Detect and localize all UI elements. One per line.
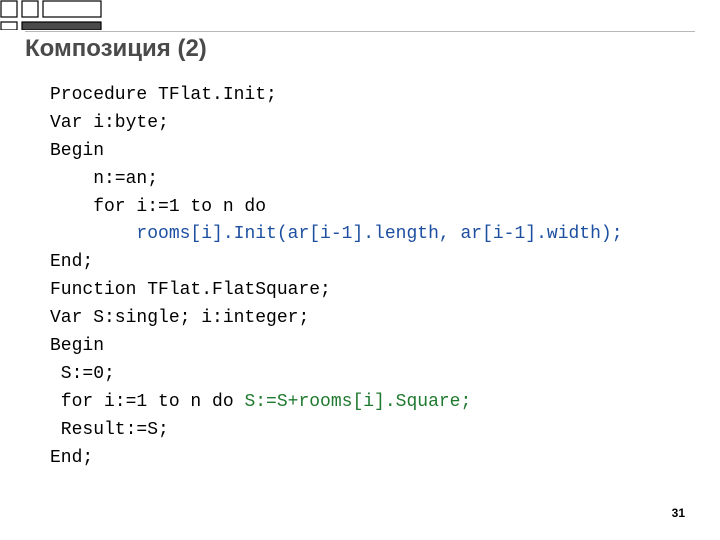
code-line: Var i:byte; [50,113,169,133]
code-line: S:=0; [50,364,115,384]
code-block: Procedure TFlat.Init; Var i:byte; Begin … [50,82,690,472]
code-line: End; [50,448,93,468]
code-line: Result:=S; [50,420,169,440]
code-line-highlight: S:=S+rooms[i].Square; [244,392,471,412]
slide: Композиция (2) Procedure TFlat.Init; Var… [0,0,720,540]
code-line: for i:=1 to n do [50,392,244,412]
code-line: Begin [50,141,104,161]
page-number: 31 [672,506,685,520]
corner-decoration [0,0,102,30]
code-line: n:=an; [50,169,158,189]
code-line: Procedure TFlat.Init; [50,85,277,105]
code-line: for i:=1 to n do [50,197,266,217]
title-divider [25,31,695,32]
code-line-highlight: rooms[i].Init(ar[i-1].length, ar[i-1].wi… [136,224,622,244]
code-line: End; [50,252,93,272]
code-line: Function TFlat.FlatSquare; [50,280,331,300]
code-line: Var S:single; i:integer; [50,308,309,328]
slide-title: Композиция (2) [25,35,207,63]
code-line: Begin [50,336,104,356]
code-indent [50,224,136,244]
